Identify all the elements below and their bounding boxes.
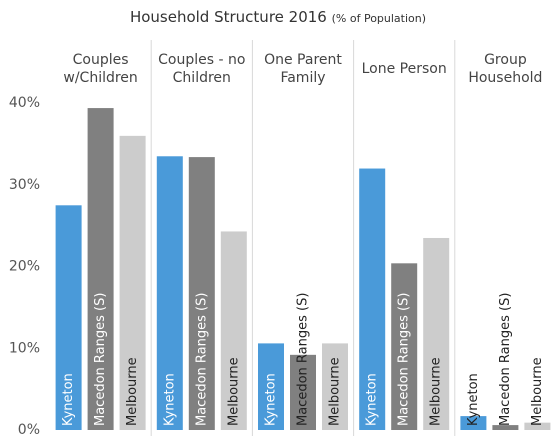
- bar: [391, 263, 418, 430]
- bar-label: Kyneton: [162, 373, 177, 426]
- bar-label: Macedon Ranges (S): [397, 293, 412, 426]
- bar-label: Melbourne: [429, 357, 444, 426]
- bar: [220, 231, 247, 430]
- bar: [156, 156, 183, 430]
- bar: [290, 354, 316, 430]
- bar: [188, 157, 215, 430]
- bar-label: Macedon Ranges (S): [498, 293, 513, 426]
- bar: [492, 425, 519, 430]
- bar-label: Macedon Ranges (S): [296, 293, 311, 426]
- facet-label: Group Household: [468, 52, 543, 86]
- bar-label: Macedon Ranges (S): [194, 293, 209, 426]
- y-tick-label: 10%: [9, 340, 40, 356]
- bar-label: Kyneton: [365, 373, 380, 426]
- bar-label: Melbourne: [530, 357, 545, 426]
- bar: [87, 108, 114, 430]
- facet-label: Couples w/Children: [63, 52, 138, 86]
- y-tick-label: 20%: [9, 259, 40, 275]
- bar: [359, 168, 386, 430]
- bar: [423, 237, 450, 430]
- bar-label: Melbourne: [328, 357, 343, 426]
- bar-label: Melbourne: [226, 357, 241, 426]
- bar: [119, 135, 146, 431]
- bar: [55, 205, 82, 430]
- bar-label: Kyneton: [264, 373, 279, 426]
- y-tick-label: 30%: [9, 177, 40, 193]
- facet-label: One Parent Family: [264, 52, 342, 86]
- bar: [460, 416, 487, 430]
- facet-label: Couples - no Children: [158, 52, 246, 86]
- chart-subtitle: (% of Population): [331, 12, 427, 25]
- bar-label: Melbourne: [125, 357, 140, 426]
- bar: [524, 422, 551, 430]
- bar: [258, 343, 284, 430]
- y-tick-label: 0%: [18, 422, 40, 436]
- bar-label: Kyneton: [466, 373, 481, 426]
- y-tick-label: 40%: [9, 95, 40, 111]
- chart-title: Household Structure 2016: [129, 8, 327, 26]
- facet-label: Lone Person: [361, 61, 447, 77]
- bar-label: Macedon Ranges (S): [93, 293, 108, 426]
- title-block: Household Structure 2016 (% of Populatio…: [0, 8, 556, 26]
- bar-label: Kyneton: [61, 373, 76, 426]
- bar: [322, 343, 348, 430]
